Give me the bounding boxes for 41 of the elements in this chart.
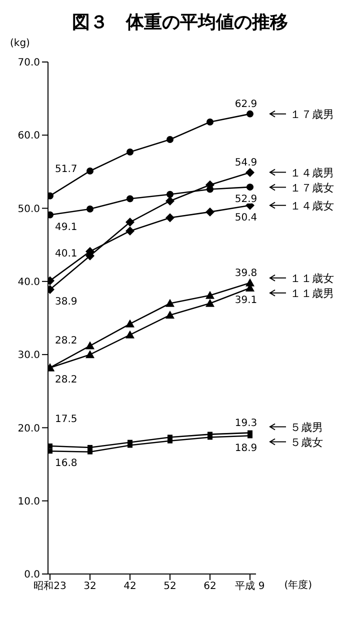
x-tick-label: 32 — [84, 581, 96, 592]
legend-label: １４歳女 — [290, 199, 334, 212]
data-label: 17.5 — [55, 414, 78, 425]
data-label: 51.7 — [55, 164, 78, 175]
data-label: 49.1 — [55, 222, 78, 233]
data-label: 62.9 — [234, 98, 258, 110]
legend-label: １１歳女 — [290, 272, 334, 285]
legend-label: １７歳男 — [290, 108, 334, 121]
data-label: 54.9 — [234, 157, 258, 168]
y-tick-label: 30.0 — [18, 350, 40, 362]
y-tick-label: 20.0 — [18, 423, 40, 434]
data-label: 28.2 — [55, 336, 78, 347]
y-tick-label: 50.0 — [18, 204, 40, 215]
data-label: 38.9 — [55, 296, 78, 308]
y-tick-label: 40.0 — [18, 276, 40, 288]
data-label: 28.2 — [55, 374, 78, 386]
legend-label: １４歳男 — [290, 166, 334, 180]
y-tick-label: 10.0 — [18, 496, 40, 508]
data-label: 16.8 — [55, 458, 78, 470]
legend-label: ５歳女 — [290, 436, 323, 449]
x-tick-label: 52 — [164, 581, 176, 592]
chart-title: 図３ 体重の平均値の推移 — [71, 11, 289, 35]
legend-label: ５歳男 — [290, 420, 323, 434]
data-label: 50.4 — [234, 212, 258, 224]
data-label: 18.9 — [234, 442, 258, 454]
legend-label: １１歳男 — [290, 286, 334, 300]
x-axis-title: (年度) — [284, 578, 312, 592]
y-tick-label: 0.0 — [24, 570, 40, 581]
x-tick-label: 62 — [204, 581, 216, 592]
y-tick-label: 70.0 — [18, 58, 40, 69]
data-label: 40.1 — [55, 248, 78, 260]
data-label: 39.8 — [234, 268, 258, 279]
data-label: 52.9 — [234, 194, 258, 206]
x-tick-label: 昭和23 — [34, 580, 66, 592]
x-tick-label: 平成 9 — [235, 580, 265, 592]
y-axis-title: (kg) — [10, 38, 30, 49]
data-label: 19.3 — [234, 418, 258, 429]
x-tick-label: 42 — [124, 581, 136, 592]
data-label: 39.1 — [234, 295, 258, 306]
y-tick-label: 60.0 — [18, 130, 40, 142]
legend-label: １７歳女 — [290, 181, 334, 194]
